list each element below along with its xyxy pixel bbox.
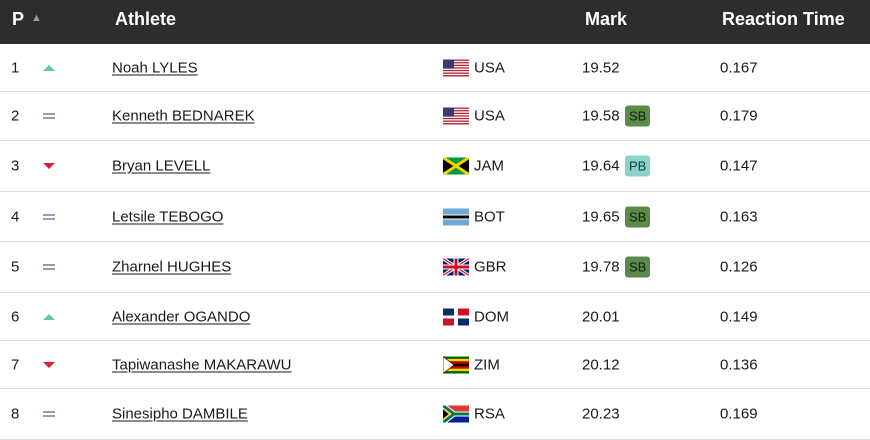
- table-row: 1 Noah LYLES USA 19.52 0.167: [0, 44, 870, 92]
- position-cell: 2: [11, 107, 20, 125]
- athlete-name-link[interactable]: Sinesipho DAMBILE: [112, 405, 248, 423]
- position-cell: 1: [11, 59, 20, 76]
- table-body: 1 Noah LYLES USA 19.52 0.167 2 Kenneth BEDNARE…: [0, 44, 870, 440]
- season-best-badge: SB: [625, 206, 651, 227]
- trend-unchanged-icon: [42, 409, 56, 419]
- table-row: 4 Letsile TEBOGO BOT 19.65 SB 0.163: [0, 192, 870, 242]
- jamaica-flag-icon: [443, 157, 469, 175]
- mark-value: 19.58: [582, 107, 620, 125]
- position-cell: 5: [11, 258, 20, 276]
- personal-best-badge: PB: [625, 155, 651, 177]
- reaction-time-value: 0.126: [720, 258, 758, 276]
- country-code: DOM: [474, 308, 509, 325]
- position-cell: 3: [11, 157, 20, 175]
- athlete-name-link[interactable]: Noah LYLES: [112, 59, 198, 76]
- usa-flag-icon: [443, 107, 469, 125]
- trend-unchanged-icon: [42, 262, 56, 272]
- position-cell: 7: [11, 356, 20, 373]
- position-cell: 4: [11, 208, 20, 225]
- trend-unchanged-icon: [42, 111, 56, 121]
- position-cell: 8: [11, 405, 20, 423]
- sort-ascending-icon[interactable]: ▲: [31, 12, 42, 24]
- mark-value: 19.65: [582, 208, 620, 225]
- country-code: GBR: [474, 258, 507, 276]
- athlete-name-link[interactable]: Letsile TEBOGO: [112, 208, 224, 225]
- reaction-time-value: 0.169: [720, 405, 758, 423]
- trend-unchanged-icon: [42, 212, 56, 222]
- country-code: RSA: [474, 405, 505, 423]
- athlete-name-link[interactable]: Kenneth BEDNAREK: [112, 107, 255, 125]
- table-header: P ▲ Athlete Mark Reaction Time: [0, 0, 870, 44]
- table-row: 3 Bryan LEVELL JAM 19.64 PB 0.147: [0, 141, 870, 192]
- country-code: BOT: [474, 208, 505, 225]
- trend-down-icon: [42, 161, 56, 171]
- trend-down-icon: [42, 360, 56, 370]
- reaction-time-value: 0.179: [720, 107, 758, 125]
- south-africa-flag-icon: [443, 405, 469, 423]
- reaction-time-value: 0.167: [720, 59, 758, 76]
- reaction-time-value: 0.136: [720, 356, 758, 373]
- usa-flag-icon: [443, 59, 469, 76]
- athlete-name-link[interactable]: Zharnel HUGHES: [112, 258, 232, 276]
- mark-value: 19.52: [582, 59, 620, 76]
- reaction-time-column-header: Reaction Time: [722, 9, 845, 29]
- mark-value: 20.23: [582, 405, 620, 423]
- country-code: ZIM: [474, 356, 500, 373]
- trend-up-icon: [42, 63, 56, 73]
- mark-value: 20.01: [582, 308, 620, 325]
- zimbabwe-flag-icon: [443, 356, 469, 373]
- table-row: 6 Alexander OGANDO DOM 20.01 0.149: [0, 293, 870, 341]
- position-column-header[interactable]: P: [12, 9, 25, 29]
- mark-column-header: Mark: [585, 9, 628, 29]
- mark-value: 20.12: [582, 356, 620, 373]
- mark-value: 19.78: [582, 258, 620, 276]
- uk-flag-icon: [443, 258, 469, 276]
- trend-up-icon: [42, 312, 56, 322]
- country-code: USA: [474, 59, 505, 76]
- reaction-time-value: 0.147: [720, 157, 758, 175]
- reaction-time-value: 0.163: [720, 208, 758, 225]
- dominican-flag-icon: [443, 308, 469, 325]
- athlete-column-header: Athlete: [115, 9, 177, 29]
- mark-value: 19.64: [582, 157, 620, 175]
- season-best-badge: SB: [625, 105, 651, 127]
- athlete-name-link[interactable]: Alexander OGANDO: [112, 308, 251, 325]
- table-row: 2 Kenneth BEDNAREK USA 19.58 SB 0.179: [0, 92, 870, 141]
- reaction-time-value: 0.149: [720, 308, 758, 325]
- position-cell: 6: [11, 308, 20, 325]
- country-code: JAM: [474, 157, 504, 175]
- athlete-name-link[interactable]: Bryan LEVELL: [112, 157, 211, 175]
- country-code: USA: [474, 107, 505, 125]
- botswana-flag-icon: [443, 208, 469, 225]
- athlete-name-link[interactable]: Tapiwanashe MAKARAWU: [112, 356, 292, 373]
- season-best-badge: SB: [625, 256, 651, 278]
- table-row: 8 Sinesipho DAMBILE RSA 20.23 0.169: [0, 389, 870, 440]
- table-row: 5 Zharnel HUGHES GBR 19.78 SB 0.126: [0, 242, 870, 293]
- table-row: 7 Tapiwanashe MAKARAWU ZIM 20.12 0.136: [0, 341, 870, 389]
